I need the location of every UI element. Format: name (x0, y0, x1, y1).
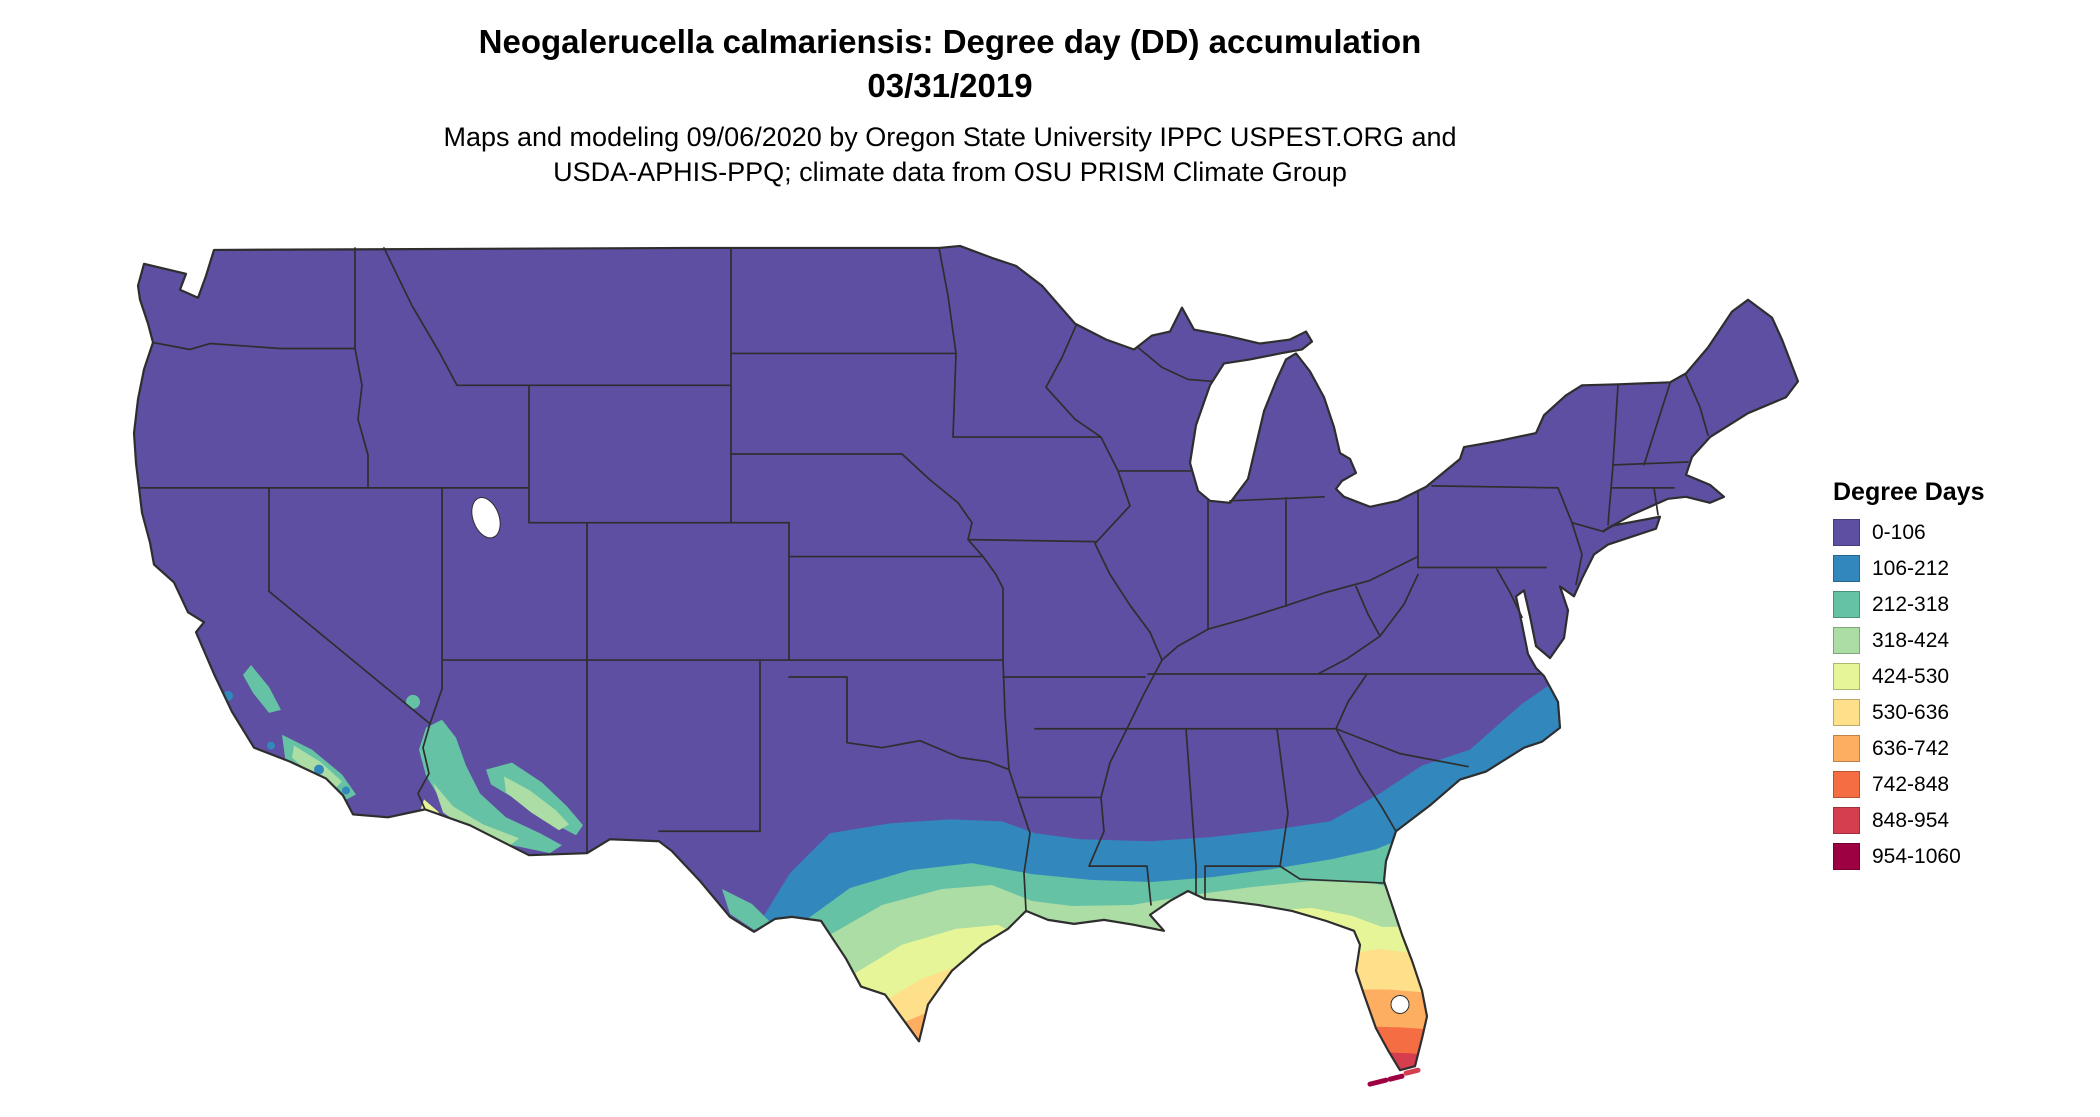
zone-636-742-tx (875, 1010, 978, 1071)
legend-item: 848-954 (1833, 807, 1984, 834)
legend-label: 848-954 (1872, 808, 1950, 832)
zone-954-1060-fl (1378, 1070, 1445, 1112)
legend-swatch (1833, 519, 1860, 546)
legend-item: 636-742 (1833, 735, 1984, 762)
legend-swatch (1833, 699, 1860, 726)
florida-keys-red (1403, 1067, 1421, 1076)
patch-phoenix-green (504, 776, 569, 831)
legend-swatch (1833, 807, 1860, 834)
patch-vegas-teal (406, 694, 420, 709)
legend-label: 318-424 (1872, 628, 1950, 652)
header: Neogalerucella calmariensis: Degree day … (0, 20, 1900, 190)
legend-label: 106-212 (1872, 556, 1950, 580)
legend-item: 742-848 (1833, 771, 1984, 798)
legend-swatch (1833, 627, 1860, 654)
legend-swatch (1833, 591, 1860, 618)
map-date: 03/31/2019 (867, 67, 1033, 104)
lake-okeechobee (1390, 995, 1410, 1014)
legend-label: 424-530 (1872, 664, 1950, 688)
subtitle-line-2: USDA-APHIS-PPQ; climate data from OSU PR… (553, 157, 1347, 187)
legend-swatch (1833, 663, 1860, 690)
legend-label: 212-318 (1872, 592, 1950, 616)
subtitle: Maps and modeling 09/06/2020 by Oregon S… (0, 120, 1900, 190)
legend-label: 530-636 (1872, 700, 1950, 724)
legend-item: 530-636 (1833, 699, 1984, 726)
legend-label: 0-106 (1872, 520, 1926, 544)
patch-ca-coast-blue-2 (267, 741, 275, 750)
legend-swatch (1833, 843, 1860, 870)
map-svg (132, 244, 1800, 1112)
legend-swatch (1833, 735, 1860, 762)
legend-swatch (1833, 555, 1860, 582)
legend: Degree Days 0-106 106-212 212-318 318-424 42… (1833, 478, 1984, 879)
legend-item: 954-1060 (1833, 843, 1984, 870)
subtitle-line-1: Maps and modeling 09/06/2020 by Oregon S… (443, 122, 1457, 152)
legend-item: 106-212 (1833, 555, 1984, 582)
legend-item: 424-530 (1833, 663, 1984, 690)
us-degree-day-map (130, 236, 1800, 1112)
patch-river-green (433, 782, 519, 847)
legend-title: Degree Days (1833, 478, 1985, 506)
legend-items: 0-106 106-212 212-318 318-424 424-530 530-636… (1833, 519, 1984, 870)
legend-label: 954-1060 (1872, 844, 1961, 868)
patch-ca-coast-blue-3 (314, 764, 324, 775)
state-borders (138, 247, 1709, 912)
legend-label: 636-742 (1872, 736, 1950, 760)
legend-label: 742-848 (1872, 772, 1950, 796)
map-title: Neogalerucella calmariensis: Degree day … (478, 23, 1422, 60)
legend-item: 318-424 (1833, 627, 1984, 654)
florida-keys-darkred (1367, 1073, 1405, 1087)
patch-transpecos-teal (722, 889, 772, 930)
legend-swatch (1833, 771, 1860, 798)
patch-central-valley-teal (243, 665, 281, 713)
legend-item: 0-106 (1833, 519, 1984, 546)
patch-ca-coast-blue-4 (342, 786, 350, 795)
great-salt-lake (471, 497, 501, 539)
us-outline (132, 244, 1800, 1072)
legend-item: 212-318 (1833, 591, 1984, 618)
patch-colorado-river-teal (419, 719, 562, 854)
